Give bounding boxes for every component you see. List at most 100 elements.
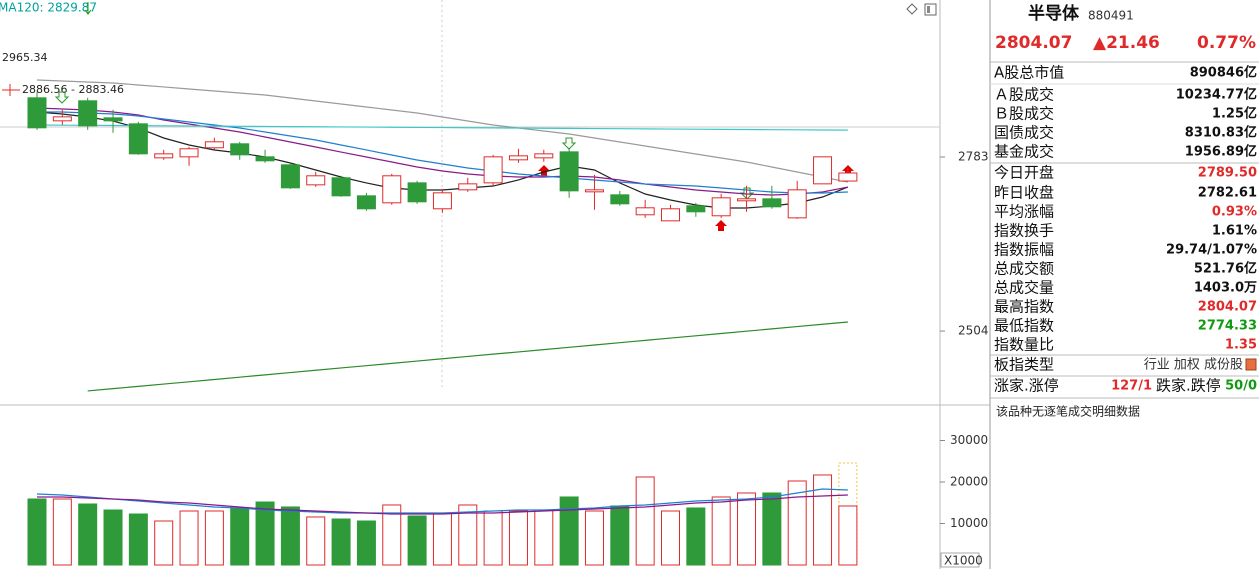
toolbar-icons[interactable]: [906, 3, 937, 16]
volume-bar: [635, 476, 655, 566]
volume-bar: [559, 496, 579, 566]
limit-up-label: 涨家.涨停: [994, 377, 1059, 395]
candle-body: [154, 153, 174, 159]
volume-bar: [686, 507, 706, 566]
volume-bar: [584, 510, 604, 566]
stat-label: 国债成交: [994, 124, 1054, 142]
candle-body: [610, 194, 630, 205]
candle-body: [661, 208, 680, 222]
stat-label: 总成交额: [994, 260, 1054, 278]
candle-body: [458, 183, 478, 191]
stat-label: 昨日收盘: [994, 184, 1054, 202]
volume-bar: [407, 515, 427, 566]
quote-pct: 0.77%: [1197, 33, 1256, 53]
stat-label: 总成交量: [994, 279, 1054, 297]
quote-change: ▲21.46: [1093, 33, 1160, 53]
stat-value: 2782.61: [1198, 186, 1257, 201]
candle-body: [382, 175, 402, 204]
candle-body: [179, 148, 199, 158]
volume-bar: [230, 507, 250, 566]
volume-bar: [432, 512, 452, 566]
candle-body: [737, 198, 757, 202]
stat-value: 29.74/1.07%: [1166, 243, 1257, 258]
stat-value: 10234.77亿: [1176, 87, 1257, 103]
stat-value: 1403.0万: [1194, 281, 1257, 296]
stat-value: 1.61%: [1212, 224, 1257, 239]
volume-bar: [103, 509, 123, 566]
candle-body: [584, 189, 604, 193]
ma-line: [36, 124, 848, 131]
candle-body: [686, 205, 706, 213]
stat-label: 指数换手: [994, 222, 1054, 240]
volume-bar: [762, 492, 782, 566]
candle-body: [78, 100, 98, 127]
candle-body: [813, 156, 833, 185]
volume-bar: [813, 474, 833, 566]
candle-body: [407, 182, 427, 203]
volume-bar: [508, 510, 528, 566]
stat-label: Ｂ股成交: [994, 105, 1054, 123]
stat-value: 2789.50: [1198, 166, 1257, 181]
candle-body: [52, 116, 72, 122]
candle-body: [128, 123, 148, 155]
limit-down-value: 50/0: [1225, 379, 1257, 394]
candle-body: [103, 117, 123, 122]
candle-body: [762, 198, 782, 208]
candle-body: [787, 189, 807, 219]
volume-bar: [154, 520, 174, 566]
stat-label: Ａ股成交: [994, 86, 1054, 104]
volume-bar: [787, 480, 807, 566]
stat-label: 指数量比: [994, 336, 1054, 354]
volume-bar: [838, 505, 858, 566]
stat-label: 指数振幅: [994, 241, 1054, 259]
stat-value: 521.76亿: [1194, 261, 1257, 277]
candle-body: [255, 156, 275, 162]
ma-line: [36, 488, 848, 514]
note: 该品种无逐笔成交明细数据: [996, 404, 1140, 419]
stat-value: 0.93%: [1212, 205, 1257, 220]
volume-bar: [78, 503, 98, 566]
volume-bar: [356, 520, 376, 566]
annotation: 2886.56 - 2883.46: [22, 83, 124, 96]
volume-bar: [128, 513, 148, 566]
stat-value: 1.25亿: [1212, 106, 1257, 122]
stat-value: 1956.89亿: [1185, 144, 1257, 160]
annotation: 2965.34: [2, 51, 48, 64]
y-tick-label: 2783: [958, 150, 989, 164]
candle-body: [838, 172, 858, 182]
ma-label: MA120: 2829.87: [0, 1, 97, 15]
ma-line: [36, 79, 848, 183]
annotation-marker: [2, 84, 20, 96]
quote-name: 半导体: [1028, 3, 1080, 24]
stat-value: 1.35: [1225, 338, 1257, 353]
volume-bar: [534, 509, 554, 566]
type-icon[interactable]: [1245, 358, 1257, 371]
signal-down: [54, 91, 755, 200]
volume-bar: [711, 496, 731, 566]
stat-label: 基金成交: [994, 143, 1054, 161]
candle-body: [635, 207, 655, 216]
ma-line: [37, 111, 848, 194]
candle-body: [331, 177, 351, 197]
candle-body: [559, 151, 579, 192]
unit-box: [940, 552, 980, 568]
candle-body: [306, 175, 326, 186]
stat-label: 平均涨幅: [994, 203, 1054, 221]
volume-bar: [280, 506, 300, 566]
limit-down-label: 跌家.跌停: [1156, 377, 1221, 395]
candle-body: [711, 197, 731, 217]
y-tick-label: 20000: [950, 474, 988, 488]
type-value: 行业 加权 成份股: [1144, 357, 1243, 373]
volume-bar: [204, 510, 224, 566]
volume-bar: [483, 510, 503, 566]
volume-bar: [27, 498, 47, 566]
y-tick-label: 2504: [958, 324, 989, 338]
stat-value: 8310.83亿: [1185, 125, 1257, 141]
unit-label: X1000: [944, 554, 983, 568]
candle-body: [356, 195, 376, 210]
y-tick-label: 10000: [950, 516, 988, 530]
limit-up-value: 127/1: [1111, 379, 1152, 394]
volume-bar: [306, 516, 326, 566]
stat-label: 最低指数: [994, 317, 1054, 335]
